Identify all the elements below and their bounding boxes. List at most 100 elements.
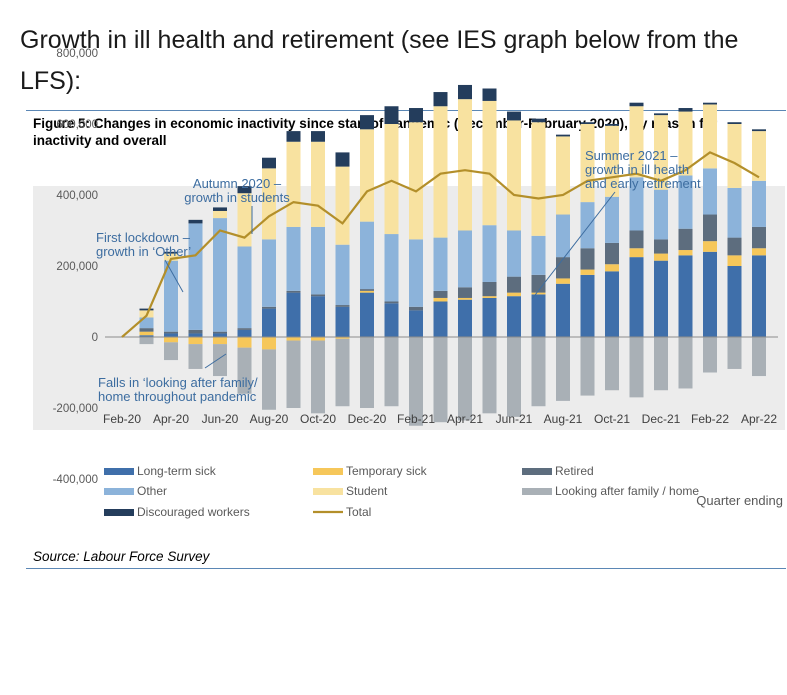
bar-retired — [531, 274, 546, 293]
x-tick-label: Jun-20 — [202, 412, 239, 426]
bar-looking-after-family-home — [531, 337, 546, 407]
bar-other — [433, 237, 448, 291]
bar-long-term-sick — [727, 266, 742, 337]
bar-long-term-sick — [384, 303, 399, 337]
bar-other — [727, 187, 742, 238]
bar-discouraged-workers — [360, 115, 374, 130]
bar-looking-after-family-home — [311, 340, 325, 414]
bar-temporary-sick — [580, 269, 595, 275]
bar-temporary-sick — [654, 253, 668, 261]
bar-long-term-sick — [507, 296, 521, 337]
bar-other — [311, 226, 325, 295]
legend-label-student: Student — [346, 484, 388, 498]
bar-long-term-sick — [556, 283, 570, 337]
bar-discouraged-workers — [703, 102, 717, 105]
bar-looking-after-family-home — [458, 337, 472, 421]
x-tick-label: Aug-21 — [544, 412, 583, 426]
x-axis: Feb-20 Apr-20 Jun-20 Aug-20 Oct-20 Dec-20 Feb-… — [103, 336, 778, 426]
bar-student — [433, 106, 448, 238]
bar-other — [507, 230, 521, 277]
bar-looking-after-family-home — [335, 338, 350, 407]
annotation: Summer 2021 – growth in ill health and ear… — [585, 148, 701, 191]
bar-long-term-sick — [752, 255, 766, 337]
bar-temporary-sick — [507, 292, 521, 297]
annotation-arrow — [204, 353, 227, 369]
bar-discouraged-workers — [164, 251, 178, 254]
bar-student — [213, 210, 227, 219]
bar-discouraged-workers — [482, 88, 497, 101]
bar-looking-after-family-home — [139, 337, 154, 345]
bar-looking-after-family-home — [629, 337, 644, 398]
bar-discouraged-workers — [556, 134, 570, 137]
top-divider — [26, 110, 786, 111]
bar-discouraged-workers — [458, 84, 472, 100]
bar-student — [458, 99, 472, 231]
bar-discouraged-workers — [237, 186, 252, 194]
bar-other — [458, 230, 472, 288]
bar-discouraged-workers — [433, 92, 448, 107]
x-tick-label: Apr-21 — [447, 412, 483, 426]
bar-long-term-sick — [458, 299, 472, 337]
bar-long-term-sick — [262, 308, 276, 337]
bar-student — [384, 124, 399, 235]
x-tick-label: Dec-20 — [348, 412, 387, 426]
annotations: Autumn 2020 – growth in students First loc… — [96, 148, 701, 404]
bar-student — [409, 122, 423, 240]
legend-label-total: Total — [346, 505, 371, 519]
bar-discouraged-workers — [629, 102, 644, 107]
annotation-arrow — [531, 191, 616, 300]
x-tick-label: Oct-21 — [594, 412, 630, 426]
legend-swatch-looking-after-family-home — [522, 488, 552, 495]
bar-retired — [360, 289, 374, 291]
bar-looking-after-family-home — [678, 337, 693, 389]
bar-student — [507, 120, 521, 231]
bar-discouraged-workers — [727, 122, 742, 124]
bar-discouraged-workers — [384, 106, 399, 124]
bar-retired — [605, 242, 619, 265]
bar-student — [164, 253, 178, 261]
legend-swatch-retired — [522, 468, 552, 475]
bar-other — [580, 202, 595, 249]
bar-retired — [213, 331, 227, 334]
bottom-divider — [26, 568, 786, 569]
bar-retired — [678, 228, 693, 251]
bar-long-term-sick — [188, 333, 203, 337]
x-tick-label: Jun-21 — [496, 412, 533, 426]
legend-label-looking-after-family-home: Looking after family / home — [555, 484, 699, 498]
y-tick-label: 0 — [92, 332, 98, 344]
legend-label-long-term-sick: Long-term sick — [137, 464, 217, 478]
bar-discouraged-workers — [188, 219, 203, 224]
bar-long-term-sick — [531, 294, 546, 337]
x-tick-label: Aug-20 — [250, 412, 289, 426]
bar-discouraged-workers — [580, 122, 595, 124]
x-tick-label: Feb-20 — [103, 412, 141, 426]
bar-looking-after-family-home — [237, 347, 252, 394]
x-tick-label: Dec-21 — [642, 412, 681, 426]
legend-label-retired: Retired — [555, 464, 594, 478]
bar-looking-after-family-home — [727, 337, 742, 369]
bar-temporary-sick — [188, 337, 203, 345]
bar-long-term-sick — [678, 255, 693, 337]
bar-retired — [507, 276, 521, 293]
bar-discouraged-workers — [213, 207, 227, 211]
bar-discouraged-workers — [605, 124, 619, 126]
bar-temporary-sick — [752, 248, 766, 256]
bar-looking-after-family-home — [752, 337, 766, 377]
figure-title: Figure 5: Changes in economic inactivity… — [33, 116, 718, 148]
bar-other — [188, 223, 203, 330]
bar-temporary-sick — [262, 337, 276, 350]
bar-student — [629, 106, 644, 178]
bar-retired — [286, 290, 301, 293]
bar-student — [335, 166, 350, 245]
bar-retired — [556, 257, 570, 279]
bar-other — [629, 177, 644, 231]
bar-other — [556, 214, 570, 258]
annotation-arrow — [164, 259, 184, 293]
bar-looking-after-family-home — [213, 344, 227, 377]
x-tick-label: Oct-20 — [300, 412, 336, 426]
bar-long-term-sick — [237, 329, 252, 337]
bar-retired — [262, 306, 276, 309]
x-tick-label: Feb-21 — [397, 412, 435, 426]
x-tick-label: Feb-22 — [691, 412, 729, 426]
bar-student — [531, 122, 546, 236]
